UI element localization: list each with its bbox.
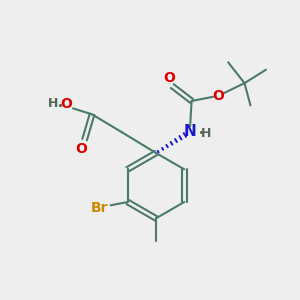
Text: O: O [212, 88, 224, 103]
Text: O: O [163, 71, 175, 85]
Text: H: H [201, 127, 212, 140]
Text: O: O [75, 142, 87, 156]
Text: N: N [184, 124, 196, 139]
Text: H: H [48, 97, 59, 110]
Text: Br: Br [91, 201, 108, 215]
Text: O: O [60, 97, 72, 111]
